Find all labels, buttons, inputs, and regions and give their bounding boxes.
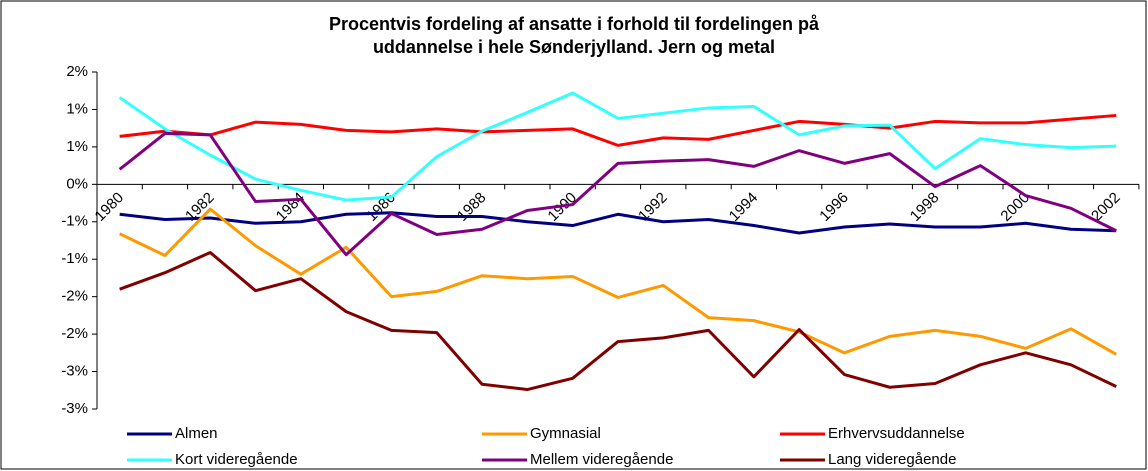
legend-label: Gymnasial [530,425,601,442]
series-line [119,207,1117,356]
y-tick-label: -3% [61,400,88,417]
series-line [118,131,1117,257]
chart-title: uddannelse i hele Sønderjylland. Jern og… [373,37,775,57]
series-line [118,91,1117,202]
chart-title: Procentvis fordeling af ansatte i forhol… [329,14,820,34]
legend-label: Almen [175,425,218,442]
y-tick-label: 2% [66,63,88,80]
y-tick-label: 1% [66,100,88,117]
y-tick-label: 0% [66,175,88,192]
y-tick-label: -1% [61,213,88,230]
y-tick-label: -2% [61,288,88,305]
series-line [119,211,1117,235]
legend-label: Erhvervsuddannelse [828,425,965,442]
y-tick-label: -3% [61,363,88,380]
y-tick-label: 1% [66,138,88,155]
series-line [119,250,1117,392]
legend-label: Mellem videregående [530,451,673,468]
y-tick-label: -1% [61,250,88,267]
legend-label: Lang videregående [828,451,956,468]
series-line [119,113,1117,147]
legend-label: Kort videregående [175,451,298,468]
y-tick-label: -2% [61,325,88,342]
